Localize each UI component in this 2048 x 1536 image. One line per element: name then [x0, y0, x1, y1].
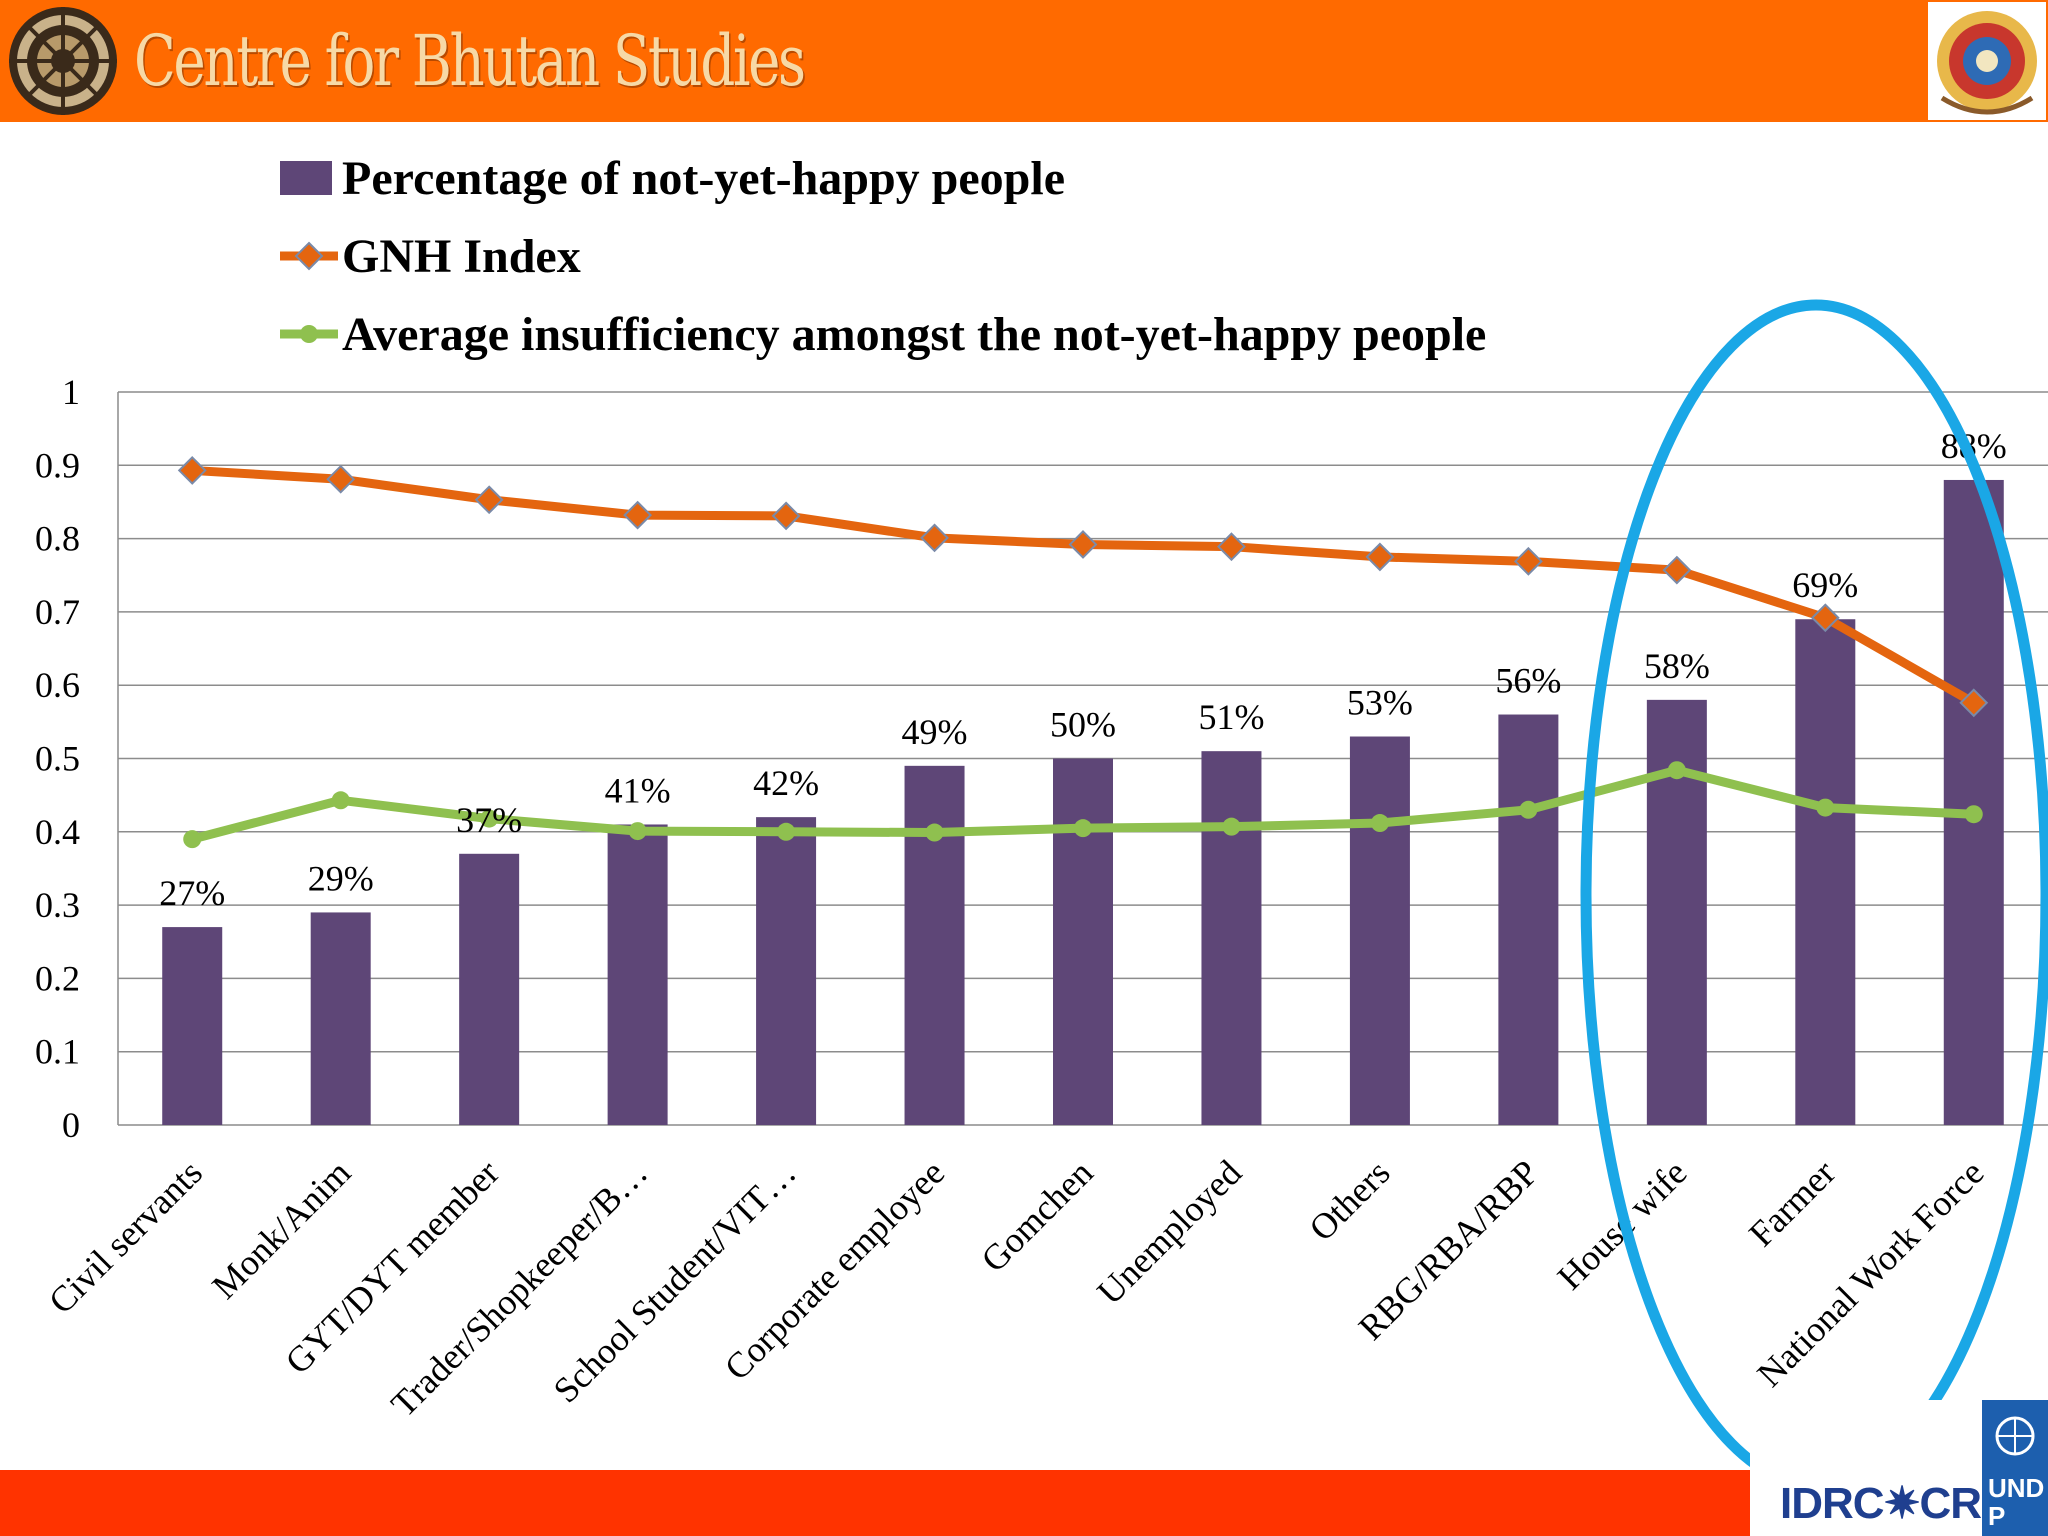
gnh-marker — [474, 485, 504, 515]
bar-data-label: 27% — [159, 873, 225, 913]
bar-data-label: 53% — [1347, 683, 1413, 723]
insufficiency-marker — [183, 830, 202, 849]
category-label: Unemployed — [1089, 1152, 1249, 1312]
gnh-marker — [623, 500, 653, 530]
insufficiency-marker — [1519, 800, 1538, 819]
category-label: Monk/Anim — [204, 1152, 358, 1306]
y-tick-label: 0.3 — [35, 885, 80, 925]
bar — [1498, 714, 1559, 1125]
gnh-marker — [1068, 530, 1098, 559]
bar — [607, 824, 668, 1125]
bar-data-label: 49% — [902, 712, 968, 752]
insufficiency-marker — [777, 822, 796, 841]
emblem-icon — [1937, 11, 2037, 115]
bar — [1349, 736, 1410, 1125]
category-label: Others — [1301, 1152, 1397, 1248]
bar-series — [162, 479, 2004, 1126]
y-tick-label: 0 — [62, 1105, 80, 1145]
gnh-marker — [1513, 546, 1543, 576]
bar-data-label: 51% — [1198, 697, 1264, 737]
gnh-marker — [326, 464, 356, 494]
gnh-marker — [1810, 603, 1840, 633]
bar-data-label: 37% — [456, 800, 522, 840]
bar-data-label: 41% — [605, 770, 671, 810]
y-tick-label: 0.6 — [35, 665, 80, 705]
y-tick-label: 1 — [62, 372, 80, 412]
legend-marker-insufficiency — [300, 325, 318, 343]
bar — [904, 765, 965, 1125]
bar-data-label: 50% — [1050, 705, 1116, 745]
legend: Percentage of not-yet-happy people GNH In… — [280, 152, 1486, 361]
dharma-wheel-logo-icon — [9, 7, 117, 115]
insufficiency-marker — [1816, 798, 1835, 817]
y-tick-label: 0.1 — [35, 1032, 80, 1072]
y-tick-label: 0.4 — [35, 812, 80, 852]
gnh-marker — [177, 456, 207, 485]
insufficiency-marker — [1370, 814, 1389, 833]
insufficiency-marker — [628, 822, 647, 841]
insufficiency-marker — [331, 791, 350, 810]
insufficiency-marker — [480, 809, 499, 828]
bar — [310, 912, 371, 1125]
footer-bar — [0, 1470, 1750, 1536]
gnh-marker — [1365, 542, 1395, 572]
bar — [459, 853, 520, 1125]
bar — [756, 817, 817, 1125]
gnh-marker — [771, 501, 801, 531]
undp-text: UNDP — [1988, 1473, 2045, 1531]
bar-data-label: 69% — [1792, 565, 1858, 605]
category-label: Civil servants — [41, 1152, 210, 1321]
insufficiency-marker — [1074, 819, 1092, 838]
legend-entry: Average insufficiency amongst the not-ye… — [342, 308, 1486, 361]
category-label: Farmer — [1741, 1152, 1843, 1254]
bar — [1943, 479, 2004, 1126]
insufficiency-marker — [1667, 761, 1686, 780]
undp-logo — [1982, 1400, 2048, 1536]
grid: 0 0.1 0.2 0.3 0.4 0.5 0.6 0.7 0.8 0.9 1 — [35, 372, 2048, 1145]
bar-data-label: 29% — [308, 858, 374, 898]
idrc-text: IDRC — [1780, 1479, 1885, 1528]
y-tick-label: 0.7 — [35, 592, 80, 632]
bar — [1795, 619, 1856, 1125]
y-tick-label: 0.9 — [35, 445, 80, 485]
line-series — [177, 456, 1989, 849]
idrc-star-icon: ✷ — [1883, 1479, 1921, 1528]
insufficiency-marker — [925, 823, 944, 842]
y-tick-label: 0.5 — [35, 739, 80, 779]
header-title: Centre for Bhutan Studies — [134, 20, 806, 102]
bar-data-label: 56% — [1495, 661, 1561, 701]
un-emblem-icon — [1995, 1416, 2035, 1456]
bar — [162, 927, 223, 1125]
gnh-marker — [920, 523, 949, 553]
bhutan-emblem — [1928, 2, 2046, 120]
legend-entry: GNH Index — [342, 230, 581, 283]
bar — [1201, 751, 1262, 1125]
bar-data-label: 42% — [753, 763, 819, 803]
insufficiency-marker — [1222, 817, 1241, 836]
data-labels: 27% 29%37%41% 42%49% 50% 51% 53%56% 58%69%88% — [159, 426, 2007, 913]
gnh-marker — [1662, 555, 1692, 585]
bar-data-label: 58% — [1644, 646, 1710, 686]
header-bar: Centre for Bhutan Studies — [0, 0, 2048, 122]
category-label: Trader/Shopkeeper/B… — [383, 1152, 655, 1424]
legend-entry: Percentage of not-yet-happy people — [342, 152, 1065, 205]
gnh-marker — [1959, 688, 1989, 718]
bar — [1053, 758, 1113, 1125]
legend-swatch-bars — [280, 161, 332, 195]
y-tick-label: 0.8 — [35, 519, 80, 559]
category-label: Gomchen — [973, 1152, 1100, 1279]
legend-marker-gnh — [294, 241, 324, 271]
category-label: School Student/VIT… — [546, 1152, 804, 1410]
gnh-marker — [1217, 532, 1246, 562]
y-tick-label: 0.2 — [35, 958, 80, 998]
insufficiency-marker — [1964, 805, 1983, 824]
